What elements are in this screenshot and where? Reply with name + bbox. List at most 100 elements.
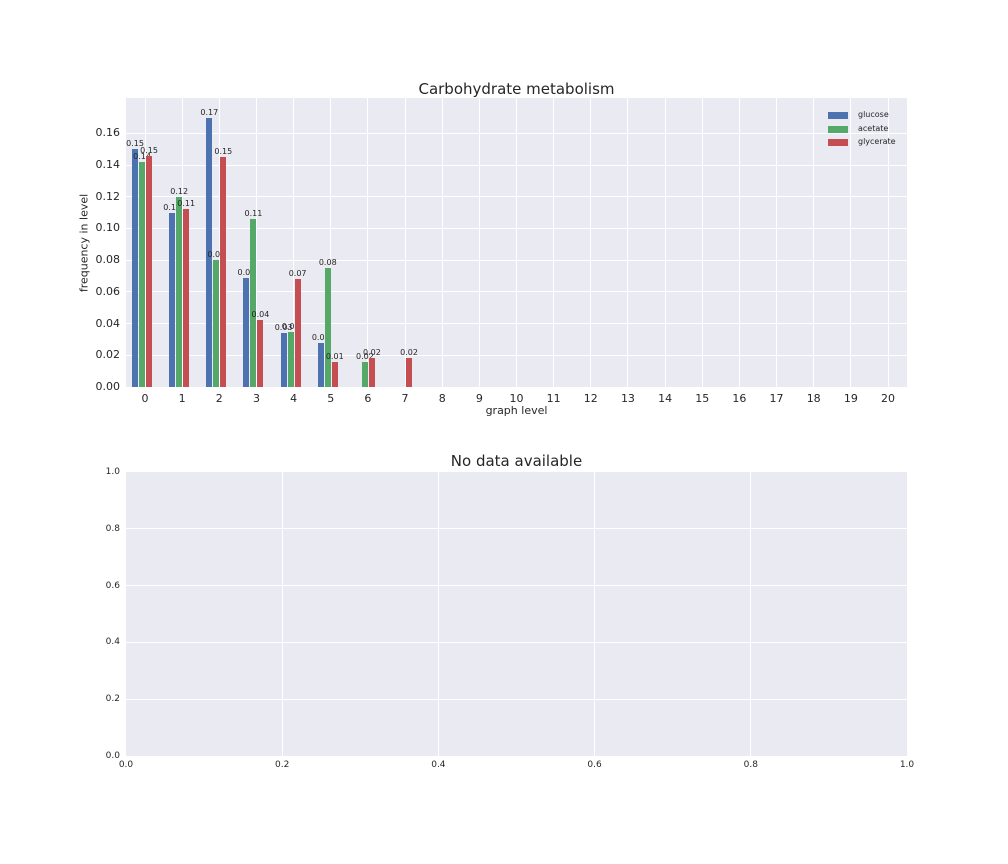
top-chart-x-tick-label: 1 (178, 392, 186, 405)
gridline-vertical (478, 98, 480, 387)
top-chart-x-tick-label: 9 (475, 392, 483, 405)
top-chart-title: Carbohydrate metabolism (418, 80, 615, 98)
legend-swatch-acetate (828, 125, 848, 133)
bar-value-label: 0.02 (400, 348, 418, 358)
top-chart-x-tick-label: 19 (843, 392, 858, 405)
legend-swatch-glucose (828, 112, 848, 119)
top-chart-y-tick-label: 0.02 (95, 348, 121, 362)
bar-glucose (317, 342, 324, 387)
gridline-vertical (293, 98, 295, 387)
gridline-vertical (218, 98, 220, 387)
bar-value-label: 0.15 (214, 147, 233, 157)
bar-value-label: 0.14 (133, 151, 151, 161)
gridline-horizontal (126, 528, 907, 530)
top-chart-y-tick-label: 0.08 (95, 253, 121, 267)
top-chart-x-tick-label: 4 (290, 392, 298, 405)
top-chart-y-tick-label: 0.10 (95, 221, 121, 235)
bar-acetate (250, 218, 257, 387)
gridline-vertical (664, 98, 666, 387)
top-chart-y-tick-label: 0.16 (95, 126, 121, 140)
gridline-horizontal (126, 164, 907, 166)
legend-label-acetate: acetate (858, 123, 889, 133)
bottom-chart-y-tick-label: 0.6 (105, 580, 120, 591)
gridline-vertical (516, 98, 517, 387)
top-chart-x-tick-label: 11 (546, 392, 561, 405)
gridline-horizontal (126, 227, 907, 229)
gridline-horizontal (126, 132, 907, 134)
bar-value-label: 0.11 (244, 208, 263, 218)
bottom-chart-title: No data available (450, 452, 583, 470)
top-chart-y-tick-label: 0.00 (95, 380, 121, 393)
bar-glucose (132, 149, 138, 387)
bar-glycerate (294, 279, 301, 387)
top-chart-y-tick-label: 0.12 (95, 189, 121, 203)
bar-glycerate (183, 209, 190, 387)
gridline-vertical (590, 98, 592, 387)
gridline-horizontal (126, 196, 907, 198)
bar-value-label: 0.15 (126, 139, 144, 149)
bottom-chart-x-tick-label: 0.4 (431, 760, 446, 770)
bar-glycerate (146, 155, 152, 387)
bar-value-label: 0.15 (140, 145, 158, 155)
gridline-horizontal (126, 698, 907, 700)
gridline-horizontal (126, 354, 907, 356)
bar-value-label: 0.02 (355, 351, 374, 361)
bar-value-label: 0.07 (288, 269, 307, 279)
bottom-chart-x-tick-label: 1.0 (899, 760, 915, 770)
bar-acetate (213, 260, 220, 387)
bar-value-label: 0.11 (163, 202, 182, 212)
gridline-vertical (367, 98, 369, 387)
legend-label-glycerate: glycerate (858, 137, 896, 146)
gridline-horizontal (126, 323, 907, 325)
bar-value-label: 0.11 (177, 199, 196, 209)
gridline-vertical (738, 98, 740, 387)
bar-acetate (324, 268, 331, 387)
top-chart-x-tick-label: 14 (658, 392, 673, 405)
top-chart-x-tick-label: 5 (327, 392, 335, 405)
bar-glucose (280, 333, 287, 387)
top-chart-y-tick-label: 0.04 (95, 316, 121, 330)
gridline-vertical (553, 98, 555, 387)
legend-label-glucose: glucose (858, 110, 889, 119)
gridline-vertical (441, 98, 443, 387)
top-chart-x-tick-label: 15 (695, 392, 710, 405)
bar-glycerate (331, 361, 338, 387)
top-chart-x-tick-label: 17 (769, 392, 784, 405)
bar-value-label: 0.04 (251, 310, 270, 320)
bar-value-label: 0.08 (207, 250, 226, 260)
top-chart-xlabel: graph level (485, 404, 548, 417)
top-chart-x-tick-label: 18 (806, 392, 821, 405)
bottom-chart-y-tick-label: 0.8 (105, 523, 120, 534)
gridline-horizontal (126, 291, 907, 293)
top-chart-plot-area: 0.15 0.11 0.17 0.07 0.03 0.03 0.14 0.12 0.08 0.11… (126, 98, 907, 387)
bar-acetate (176, 196, 183, 387)
gridline-vertical (750, 472, 752, 756)
top-chart-x-tick-label: 13 (620, 392, 635, 405)
bar-acetate (361, 361, 368, 387)
top-chart-x-tick-label: 12 (583, 392, 598, 405)
gridline-horizontal (126, 641, 907, 643)
bar-glucose (169, 212, 176, 387)
gridline-vertical (281, 472, 283, 756)
bottom-chart-x-tick-label: 0.2 (275, 760, 290, 770)
gridline-vertical (330, 98, 332, 387)
legend-swatch-glycerate (828, 139, 848, 146)
bar-glycerate (406, 358, 413, 387)
gridline-vertical (776, 98, 778, 387)
bar-glucose (206, 117, 213, 387)
gridline-vertical (437, 472, 439, 756)
gridline-vertical (850, 98, 852, 387)
gridline-horizontal (126, 585, 907, 587)
top-chart-y-tick-label: 0.14 (95, 158, 121, 172)
gridline-vertical (404, 98, 406, 387)
bar-value-label: 0.08 (318, 258, 337, 268)
top-chart-x-tick-label: 6 (364, 392, 372, 405)
bar-value-label: 0.03 (274, 323, 293, 333)
top-chart-ylabel: frequency in level (77, 193, 91, 293)
bar-value-label: 0.07 (237, 267, 256, 277)
bar-acetate (287, 331, 294, 387)
bar-glucose (243, 277, 250, 387)
gridline-vertical (627, 98, 629, 387)
bottom-chart-plot-area (126, 472, 907, 756)
